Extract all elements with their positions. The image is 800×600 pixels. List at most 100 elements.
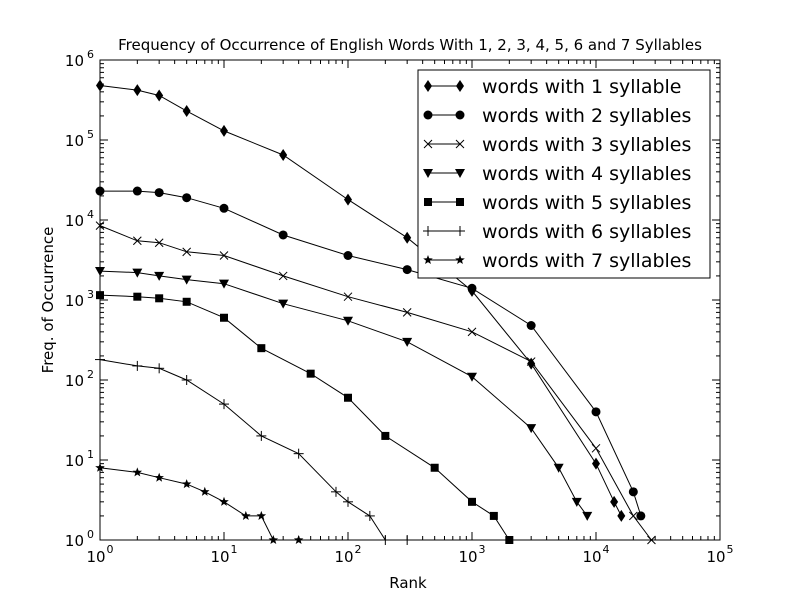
marker-stroke bbox=[467, 327, 477, 337]
data-point bbox=[526, 424, 537, 434]
data-point bbox=[182, 193, 192, 203]
legend-marker bbox=[455, 226, 465, 236]
data-point bbox=[155, 89, 164, 102]
data-point bbox=[132, 268, 143, 278]
data-point bbox=[182, 247, 192, 257]
y-tick-label-exp: 6 bbox=[87, 48, 94, 61]
data-point bbox=[364, 510, 375, 521]
legend-marker bbox=[423, 255, 433, 264]
y-tick-label-base: 10 bbox=[65, 132, 84, 150]
y-tick-label: 10 2 bbox=[65, 368, 94, 390]
data-point bbox=[219, 496, 229, 506]
marker-stroke bbox=[182, 247, 192, 257]
x-axis-label: Rank bbox=[389, 574, 427, 592]
data-point bbox=[468, 497, 476, 506]
data-point bbox=[344, 193, 352, 206]
y-tick-label: 10 1 bbox=[65, 448, 94, 470]
legend-marker bbox=[424, 198, 432, 206]
data-point bbox=[343, 496, 353, 507]
y-tick-label-base: 10 bbox=[65, 532, 84, 550]
marker-stroke bbox=[132, 236, 142, 246]
y-tick-label: 10 6 bbox=[65, 48, 94, 70]
data-point bbox=[571, 497, 582, 507]
legend-label: words with 2 syllables bbox=[482, 105, 691, 127]
data-point bbox=[132, 236, 142, 246]
y-tick-label: 10 5 bbox=[65, 128, 94, 150]
y-tick-label-exp: 5 bbox=[87, 128, 94, 141]
data-point bbox=[278, 230, 288, 240]
legend: words with 1 syllable words with 2 syllab… bbox=[417, 69, 711, 279]
data-point bbox=[467, 372, 477, 382]
data-point bbox=[220, 124, 228, 137]
y-tick-label-exp: 2 bbox=[87, 368, 94, 381]
data-point bbox=[132, 360, 143, 371]
data-point bbox=[133, 292, 142, 301]
legend-item: words with 1 syllable bbox=[424, 76, 682, 98]
chart-title: Frequency of Occurrence of English Words… bbox=[118, 36, 702, 54]
x-tick-label-exp: 1 bbox=[231, 543, 238, 556]
data-point bbox=[219, 399, 229, 410]
data-point bbox=[219, 203, 229, 213]
y-tick-label: 10 0 bbox=[65, 528, 94, 550]
data-point bbox=[279, 148, 288, 161]
data-point bbox=[467, 283, 477, 293]
data-point bbox=[220, 313, 228, 322]
data-point bbox=[330, 486, 341, 497]
y-tick-label-base: 10 bbox=[65, 52, 84, 70]
data-point bbox=[489, 511, 498, 520]
legend-marker bbox=[423, 226, 433, 236]
data-point bbox=[306, 369, 315, 378]
marker-stroke bbox=[343, 292, 353, 302]
data-point bbox=[256, 510, 267, 520]
x-tick-label-exp: 3 bbox=[479, 543, 486, 556]
legend-item: words with 5 syllables bbox=[424, 192, 691, 214]
y-axis-label: Freq. of Occurrence bbox=[39, 227, 57, 374]
legend-label: words with 3 syllables bbox=[482, 134, 691, 156]
data-point bbox=[381, 431, 390, 440]
data-point bbox=[293, 448, 304, 459]
x-tick-label: 10 5 bbox=[706, 543, 733, 566]
data-point bbox=[154, 271, 165, 281]
data-point bbox=[591, 443, 601, 453]
y-tick-label-base: 10 bbox=[65, 452, 84, 470]
x-tick-label: 10 1 bbox=[210, 543, 237, 566]
data-point bbox=[526, 321, 536, 331]
legend-marker bbox=[455, 110, 465, 120]
x-tick-label-exp: 5 bbox=[727, 543, 734, 556]
y-tick-label: 10 3 bbox=[65, 288, 94, 310]
y-tick-label-exp: 3 bbox=[87, 288, 94, 301]
plot-frame bbox=[99, 59, 721, 541]
data-point bbox=[344, 393, 352, 402]
marker-stroke bbox=[219, 251, 229, 260]
data-point bbox=[154, 472, 164, 482]
y-tick-label-exp: 1 bbox=[87, 448, 94, 461]
y-tick-label-base: 10 bbox=[65, 212, 84, 230]
data-point bbox=[132, 467, 143, 477]
data-point bbox=[403, 231, 412, 244]
y-tick-label-base: 10 bbox=[65, 292, 84, 310]
legend-box bbox=[417, 69, 711, 279]
legend-label: words with 7 syllables bbox=[482, 250, 691, 272]
x-tick-label-base: 10 bbox=[210, 548, 229, 566]
legend-item: words with 2 syllables bbox=[423, 105, 691, 127]
data-point bbox=[181, 479, 192, 489]
data-point bbox=[553, 463, 564, 473]
data-point bbox=[181, 275, 192, 285]
x-tick-label-base: 10 bbox=[334, 548, 353, 566]
x-tick-label: 10 4 bbox=[582, 543, 609, 566]
data-point bbox=[200, 486, 210, 496]
legend-marker bbox=[423, 139, 433, 149]
data-point bbox=[617, 509, 626, 522]
x-tick-label: 10 0 bbox=[86, 543, 113, 566]
data-point bbox=[526, 357, 536, 366]
data-point bbox=[343, 292, 353, 302]
legend-label: words with 5 syllables bbox=[482, 192, 691, 214]
data-point bbox=[402, 308, 412, 317]
legend-marker bbox=[455, 169, 465, 178]
marker-stroke bbox=[402, 308, 412, 317]
data-point bbox=[154, 188, 164, 198]
ticks-layer: 10 0 10 1 10 2 10 3 10 4 10 510 010 110 210 310 410 510 6 bbox=[65, 48, 734, 566]
series-3 bbox=[95, 221, 656, 545]
legend-marker bbox=[455, 255, 465, 264]
